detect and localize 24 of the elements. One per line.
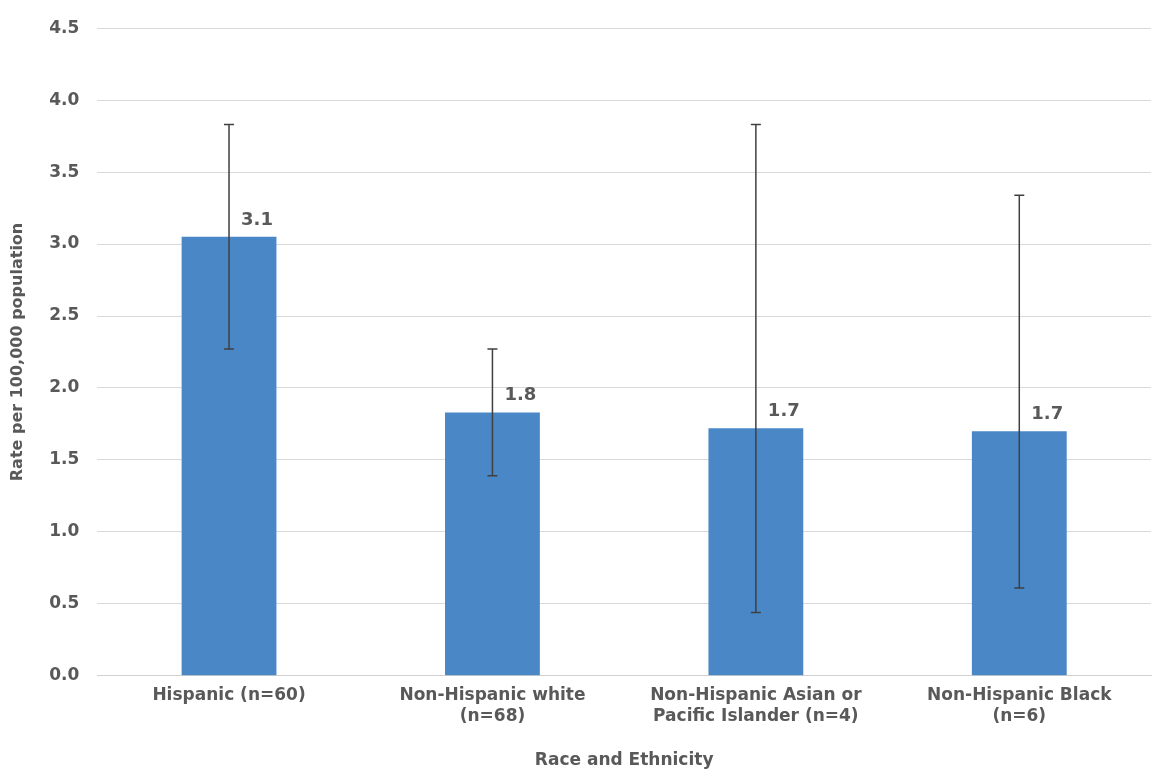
y-tick-label: 3.0 bbox=[49, 232, 80, 253]
y-tick-label: 4.5 bbox=[49, 16, 80, 37]
data-label: 1.7 bbox=[1031, 401, 1064, 423]
bar bbox=[708, 428, 804, 676]
y-tick-label: 1.0 bbox=[49, 520, 80, 541]
y-tick-label: 2.5 bbox=[49, 304, 80, 325]
x-tick-label: Non-Hispanic Black (n=6) bbox=[927, 684, 1113, 725]
y-tick-label: 4.0 bbox=[49, 88, 80, 109]
x-axis-title: Race and Ethnicity bbox=[534, 749, 714, 770]
y-axis-title: Rate per 100,000 population bbox=[6, 222, 26, 482]
bar bbox=[181, 236, 277, 676]
data-label: 3.1 bbox=[241, 207, 273, 229]
y-tick-label: 1.5 bbox=[49, 448, 80, 469]
data-label: 1.7 bbox=[767, 398, 800, 420]
bar bbox=[971, 431, 1067, 676]
y-tick-label: 0.0 bbox=[49, 664, 80, 685]
x-tick-label: Hispanic (n=60) bbox=[152, 684, 306, 705]
data-label: 1.8 bbox=[504, 383, 537, 405]
y-tick-label: 2.0 bbox=[49, 376, 80, 397]
bar bbox=[445, 412, 540, 676]
y-tick-label: 0.5 bbox=[49, 592, 80, 613]
x-tick-label: Non-Hispanic white (n=68) bbox=[399, 684, 586, 725]
x-tick-label: Non-Hispanic Asian or Pacific Islander (n=4) bbox=[650, 684, 863, 725]
y-tick-label: 3.5 bbox=[49, 160, 80, 181]
